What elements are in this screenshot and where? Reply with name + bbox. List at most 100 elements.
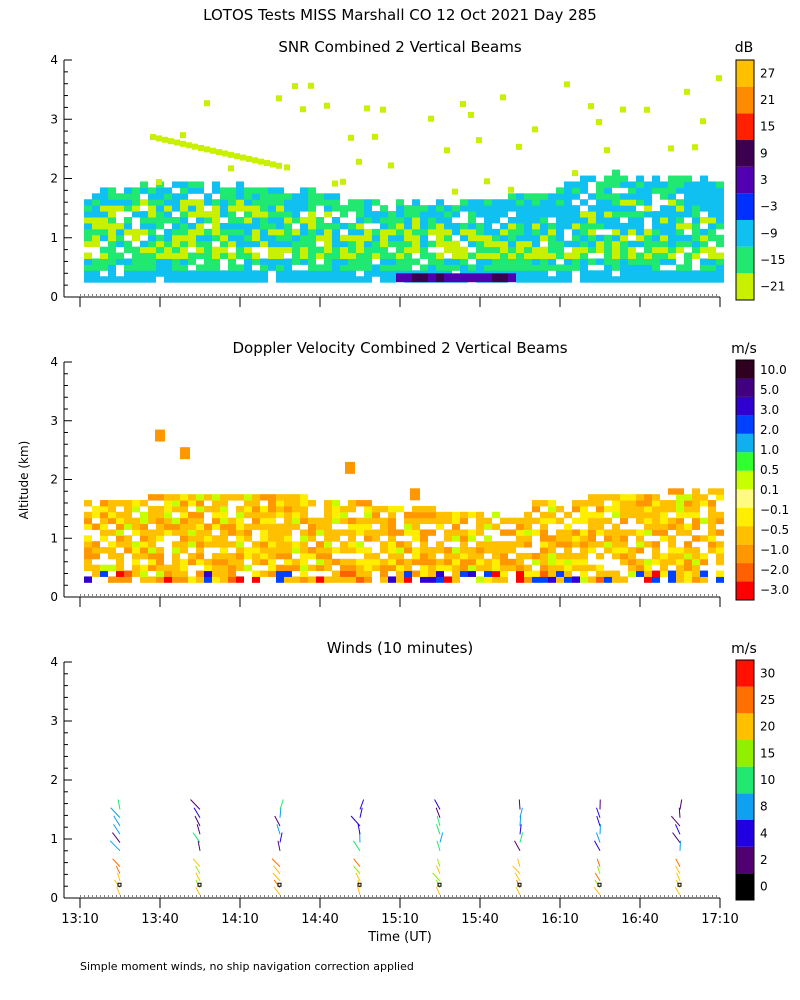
- velocity-cell: [684, 547, 692, 554]
- velocity-cell: [524, 552, 532, 560]
- snr-cell: [100, 246, 108, 254]
- colorbar-swatch: [736, 166, 754, 194]
- velocity-cell: [612, 570, 620, 577]
- snr-cell: [292, 252, 300, 259]
- velocity-cell: [508, 517, 516, 525]
- velocity-cell: [212, 576, 220, 583]
- velocity-cell: [132, 523, 140, 530]
- snr-cell: [580, 270, 588, 277]
- snr-cell: [580, 187, 588, 194]
- velocity-cell: [636, 535, 644, 542]
- velocity-cell: [276, 529, 284, 536]
- snr-cell: [668, 228, 676, 236]
- velocity-cell: [292, 576, 300, 583]
- snr-cell: [492, 258, 500, 265]
- snr-cell: [204, 211, 212, 218]
- snr-cell: [716, 270, 724, 277]
- snr-cell: [708, 276, 716, 283]
- velocity-cell: [620, 505, 628, 513]
- velocity-cell: [604, 529, 612, 536]
- snr-cell: [356, 246, 364, 254]
- snr-cell: [700, 175, 708, 182]
- velocity-cell: [684, 552, 692, 560]
- snr-cell: [348, 240, 356, 248]
- velocity-cell: [108, 505, 116, 513]
- velocity-cell: [620, 541, 628, 548]
- snr-cell: [100, 193, 108, 200]
- snr-cell: [556, 252, 564, 259]
- velocity-cell: [532, 558, 540, 566]
- page-title: LOTOS Tests MISS Marshall CO 12 Oct 2021…: [203, 6, 597, 24]
- snr-cell: [676, 205, 684, 212]
- velocity-cell: [636, 494, 644, 501]
- colorbar-label: −2.0: [760, 563, 789, 577]
- snr-cell: [508, 186, 514, 193]
- snr-cell: [316, 222, 324, 230]
- velocity-cell: [84, 500, 92, 507]
- snr-cell: [300, 252, 308, 259]
- snr-panel-title: SNR Combined 2 Vertical Beams: [278, 38, 521, 56]
- snr-cell: [150, 134, 156, 141]
- velocity-cell: [372, 529, 380, 536]
- snr-cell: [356, 234, 364, 242]
- velocity-cell: [324, 500, 332, 507]
- velocity-cell: [268, 547, 276, 554]
- snr-cell: [556, 264, 564, 271]
- velocity-cell: [588, 535, 596, 542]
- snr-cell: [148, 270, 156, 277]
- snr-cell: [412, 246, 420, 254]
- velocity-cell: [652, 517, 660, 525]
- snr-cell: [332, 205, 340, 212]
- velocity-cell: [380, 529, 388, 536]
- velocity-cell: [100, 529, 108, 536]
- snr-cell: [212, 234, 220, 242]
- velocity-cell: [628, 547, 636, 554]
- velocity-cell: [276, 511, 284, 519]
- velocity-cell: [556, 570, 564, 577]
- velocity-cell: [276, 535, 284, 542]
- snr-cell: [540, 228, 548, 236]
- snr-cell: [364, 240, 372, 248]
- wind-barb: [193, 807, 201, 819]
- snr-cell: [700, 181, 708, 188]
- snr-cell: [548, 222, 556, 230]
- snr-cell: [580, 222, 588, 230]
- snr-cell: [620, 246, 628, 254]
- snr-cell: [268, 222, 276, 230]
- velocity-cell: [676, 517, 684, 525]
- snr-cell: [668, 187, 676, 194]
- snr-cell: [604, 193, 612, 200]
- velocity-cell: [372, 552, 380, 560]
- snr-cell: [372, 264, 380, 271]
- snr-cell: [628, 276, 636, 283]
- snr-cell: [420, 217, 428, 224]
- snr-cell: [188, 252, 196, 259]
- velocity-cell: [388, 535, 396, 542]
- snr-cell: [220, 211, 228, 218]
- velocity-cell: [348, 523, 356, 530]
- velocity-cell: [356, 523, 364, 530]
- snr-cell: [92, 205, 100, 212]
- snr-cell: [452, 228, 460, 236]
- velocity-cell: [268, 523, 276, 530]
- velocity-cell: [428, 558, 436, 566]
- snr-cell: [676, 181, 684, 188]
- velocity-cell: [652, 505, 660, 513]
- snr-cell: [652, 228, 660, 236]
- snr-cell: [246, 155, 252, 162]
- velocity-cell: [228, 576, 236, 583]
- velocity-cell: [156, 547, 164, 554]
- snr-cell: [516, 193, 524, 200]
- snr-cell: [228, 240, 236, 248]
- velocity-cell: [500, 541, 508, 548]
- velocity-cell: [572, 517, 580, 525]
- snr-cell: [196, 217, 204, 224]
- snr-cell: [364, 217, 372, 224]
- snr-cell: [156, 258, 164, 265]
- velocity-cell: [284, 500, 292, 507]
- velocity-cell: [412, 523, 420, 530]
- snr-cell: [676, 199, 684, 206]
- snr-cell: [164, 246, 172, 254]
- velocity-cell: [532, 576, 540, 583]
- calm-marker: [357, 882, 362, 887]
